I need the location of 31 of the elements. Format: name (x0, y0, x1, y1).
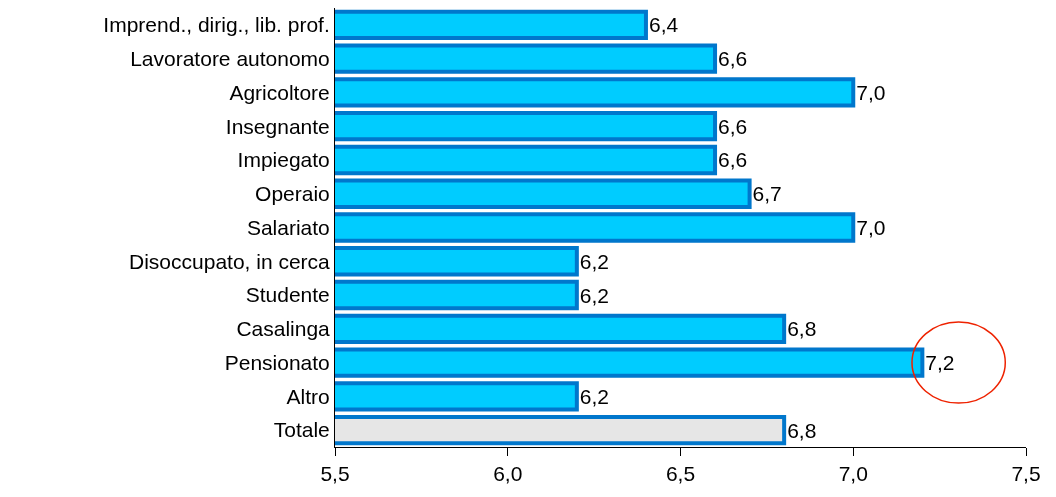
y-tick-label: Agricoltore (229, 80, 330, 104)
x-tick-label: 6,5 (665, 462, 696, 486)
data-label: 6,2 (579, 384, 610, 408)
y-tick-label: Salariato (246, 215, 330, 239)
data-label: 6,4 (648, 13, 679, 37)
data-label: 6,8 (787, 317, 817, 341)
y-tick-label: Operaio (255, 182, 330, 206)
y-tick-label: Casalinga (236, 317, 331, 341)
y-tick-label: Imprend., dirig., lib. prof. (103, 13, 330, 37)
data-label: 7,0 (856, 216, 886, 239)
y-tick-label: Pensionato (224, 350, 330, 374)
data-label: 6,6 (718, 47, 748, 71)
data-label: 6,6 (718, 114, 748, 138)
y-tick-label: Totale (273, 418, 330, 442)
x-tick-label: 6,0 (493, 462, 523, 486)
data-label: 6,2 (579, 249, 610, 273)
data-label: 7,2 (925, 351, 955, 375)
y-tick-label: Studente (245, 283, 330, 307)
x-tick-label: 7,0 (838, 462, 868, 486)
y-tick-label: Altro (286, 384, 330, 408)
data-label: 6,8 (787, 418, 817, 442)
data-label: 6,2 (579, 283, 610, 307)
y-tick-label: Insegnante (225, 114, 330, 138)
y-tick-label: Lavoratore autonomo (130, 47, 330, 70)
data-label: 6,6 (718, 148, 748, 172)
x-tick-label: 5,5 (320, 462, 350, 486)
data-label: 6,7 (752, 182, 782, 206)
x-tick-label: 7,5 (1011, 462, 1041, 486)
y-tick-label: Disoccupato, in cerca (129, 249, 331, 273)
data-label: 7,0 (856, 80, 886, 104)
y-tick-label: Impiegato (237, 148, 330, 172)
